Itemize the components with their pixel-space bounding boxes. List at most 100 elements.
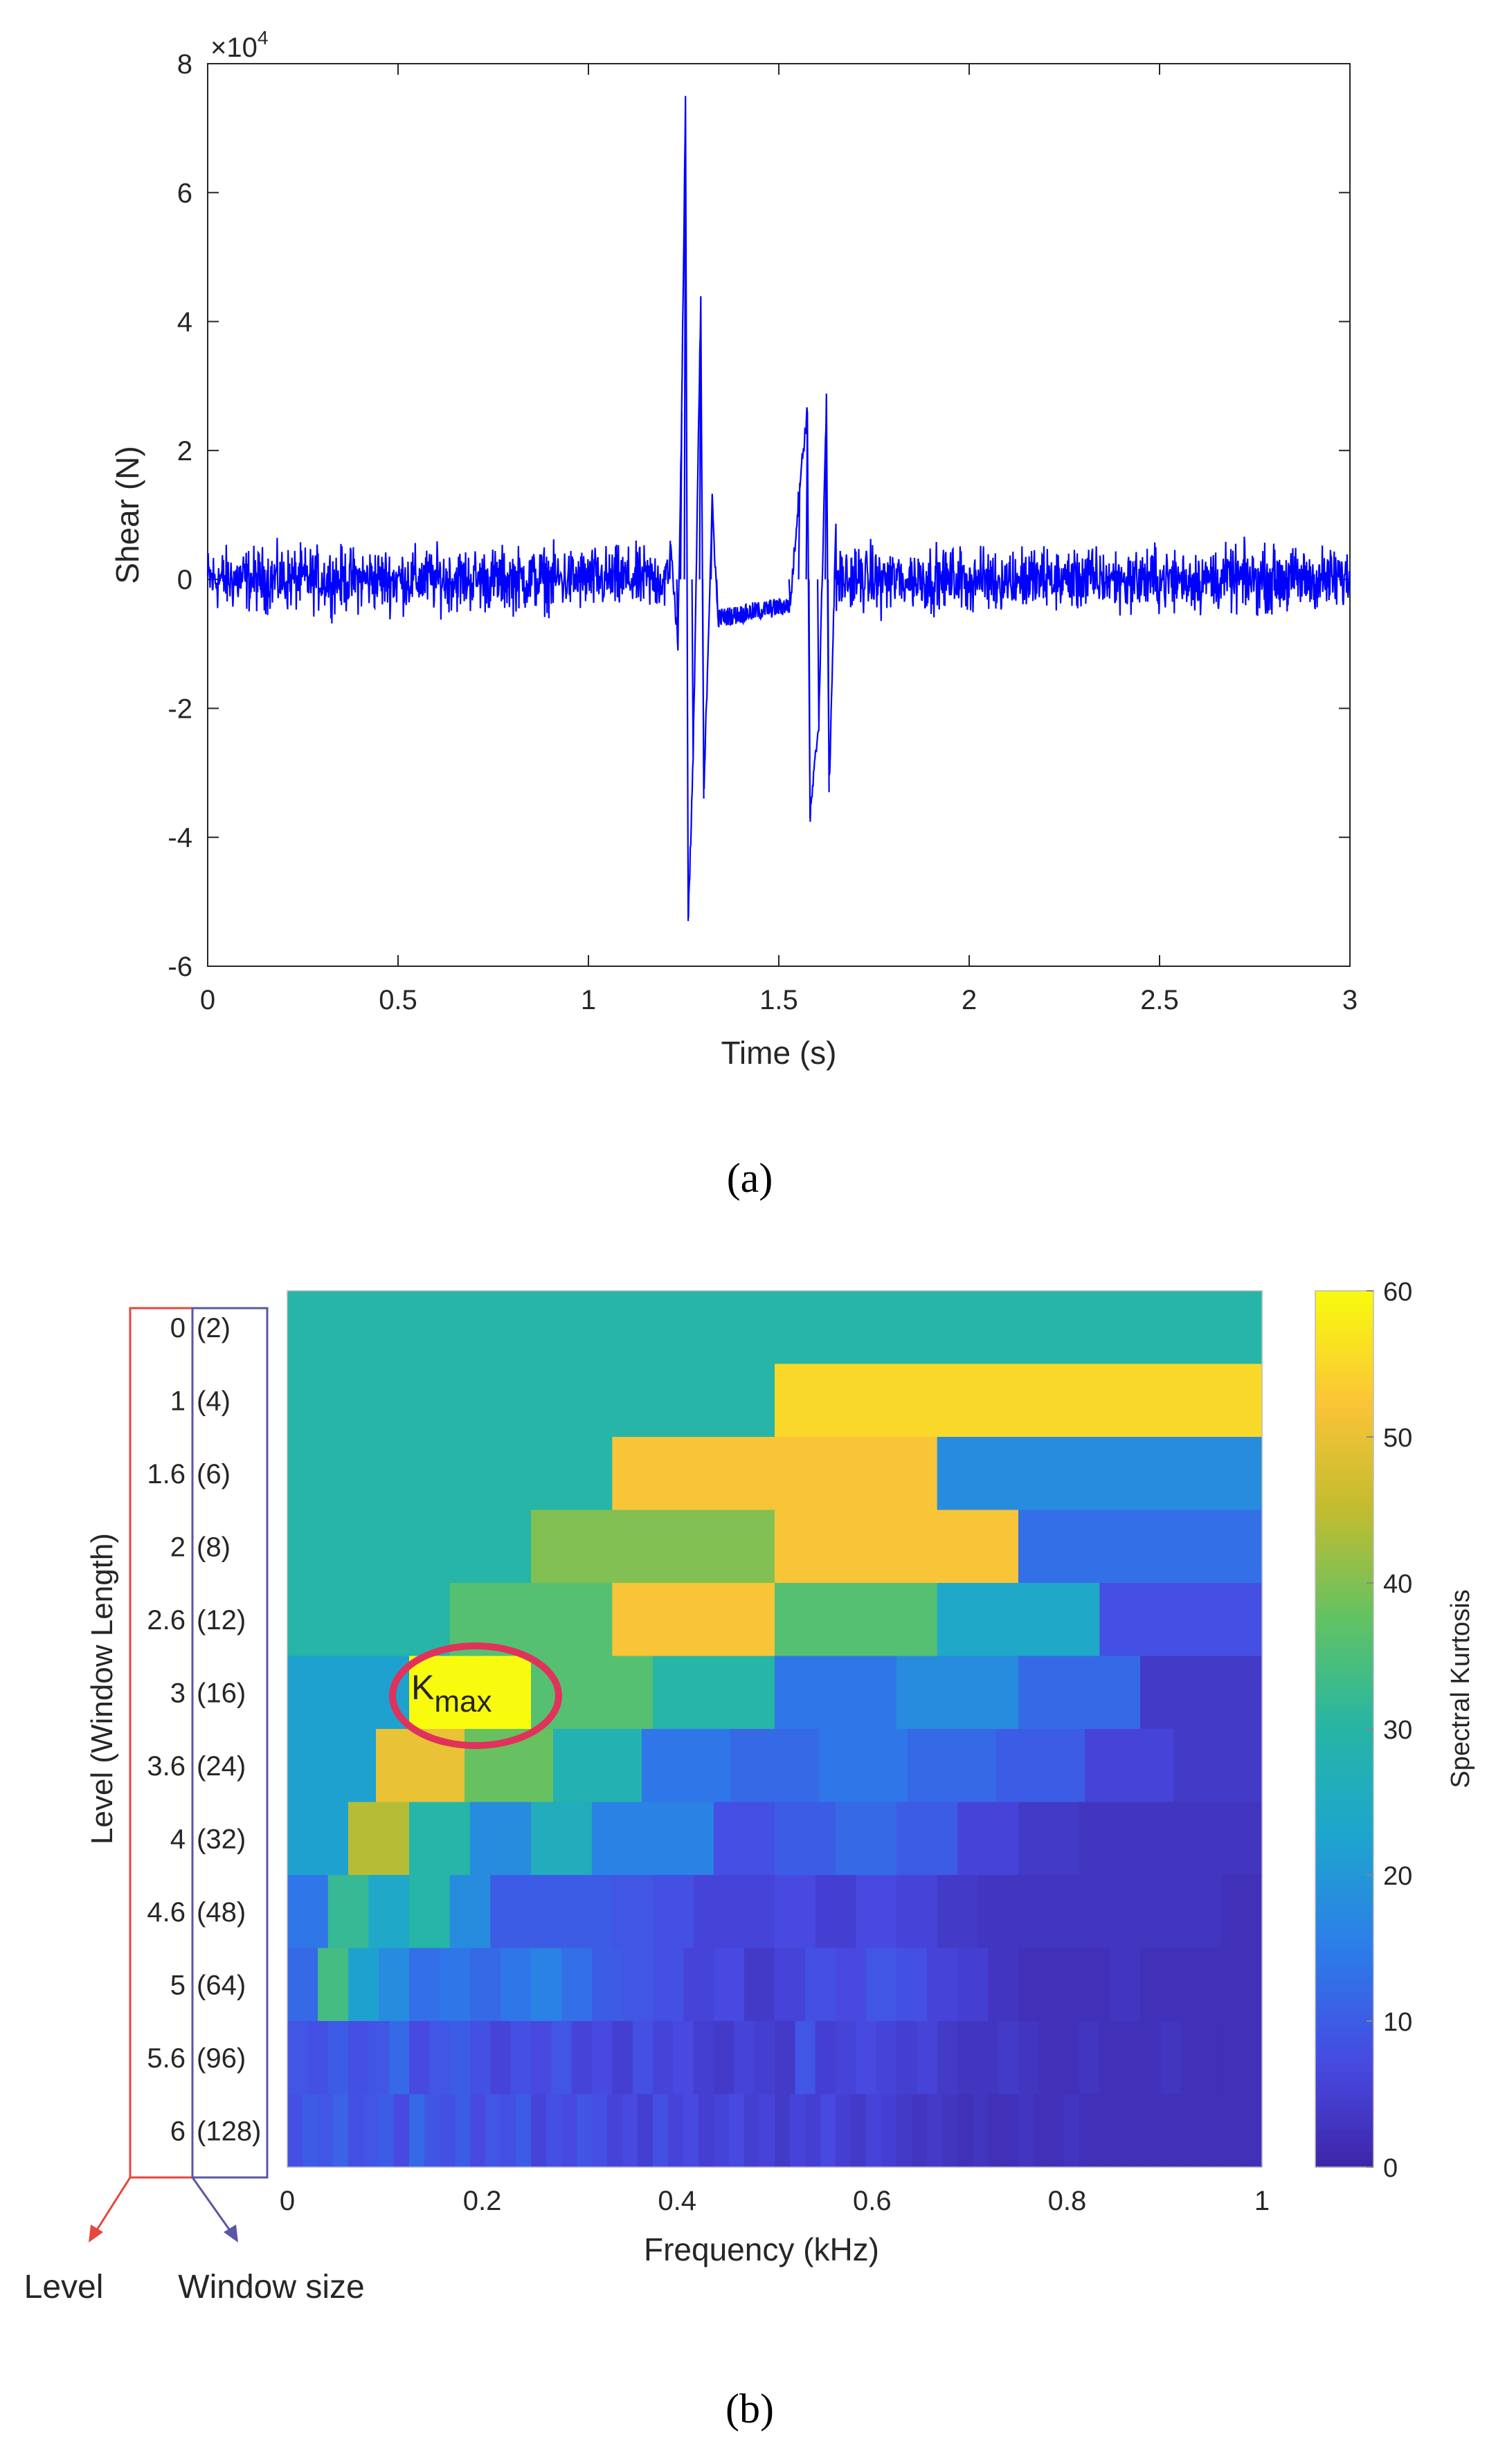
heatmap-cell — [612, 1437, 938, 1511]
heatmap-cell — [1232, 1948, 1263, 2022]
heatmap-cell — [1058, 1875, 1100, 1949]
colorbar-segment — [1315, 2006, 1373, 2015]
level-label: 3.6 — [147, 1751, 186, 1782]
heatmap-cell — [546, 2094, 562, 2168]
window-length-label: (16) — [197, 1678, 246, 1708]
heatmap-cell — [927, 1948, 958, 2022]
heatmap-cell — [379, 1948, 410, 2022]
colorbar-segment — [1315, 1977, 1373, 1986]
y-tick-label: 0 — [177, 565, 192, 595]
y-exponent-label: ×104 — [210, 27, 268, 63]
colorbar-tick-label: 60 — [1383, 1278, 1412, 1307]
heatmap-cell — [1038, 2021, 1060, 2095]
heatmap-cell — [1140, 2021, 1161, 2095]
heatmap-cell — [775, 1583, 938, 1657]
heatmap-cell — [571, 1875, 613, 1949]
heatmap-cell — [693, 1875, 735, 1949]
colorbar-segment — [1315, 1298, 1373, 1306]
heatmap-cell — [759, 2094, 775, 2168]
heatmap-cell — [653, 2021, 674, 2095]
heatmap-cell — [1110, 2094, 1126, 2168]
heatmap-cell — [531, 2094, 547, 2168]
heatmap-cell — [820, 2094, 836, 2168]
heatmap-cell — [592, 2094, 608, 2168]
colorbar-segment — [1315, 2108, 1373, 2117]
colorbar-segment — [1315, 1502, 1373, 1511]
heatmap-cell — [653, 2094, 669, 2168]
colorbar-segment — [1315, 2101, 1373, 2110]
heatmap-cell — [642, 1729, 731, 1803]
heatmap-cell — [775, 1510, 1019, 1584]
heatmap-cell — [561, 2094, 577, 2168]
level-label: 1.6 — [147, 1459, 186, 1489]
heatmap-cell — [1094, 2094, 1110, 2168]
heatmap-cell — [973, 2094, 989, 2168]
y-axis-label-b: Level (Window Length) — [85, 1533, 119, 1845]
colorbar-tick-label: 0 — [1383, 2154, 1398, 2183]
heatmap-cell — [348, 2021, 369, 2095]
colorbar-segment — [1315, 1933, 1373, 1941]
colorbar-segment — [1315, 1926, 1373, 1935]
heatmap-cell — [881, 2094, 897, 2168]
heatmap-cell — [485, 2094, 501, 2168]
heatmap-cell — [937, 1437, 1263, 1511]
heatmap-cell — [1173, 1729, 1263, 1803]
y-tick-label: 2 — [177, 436, 192, 466]
heatmap-cell — [348, 1948, 379, 2022]
heatmap-cell — [957, 2021, 978, 2095]
colorbar-segment — [1315, 1312, 1373, 1321]
heatmap-cell — [1180, 2021, 1202, 2095]
colorbar-segment — [1315, 1787, 1373, 1795]
heatmap-cell — [424, 2094, 440, 2168]
heatmap-cell — [795, 2021, 816, 2095]
colorbar-segment — [1315, 1291, 1373, 1299]
heatmap-cell — [592, 1802, 654, 1876]
heatmap-cell — [1079, 2094, 1095, 2168]
heatmap-cell — [714, 2021, 735, 2095]
heatmap-cell — [409, 2021, 430, 2095]
heatmap-cell — [957, 2094, 973, 2168]
level-arrow — [93, 2177, 132, 2235]
heatmap-cell — [805, 1948, 836, 2022]
heatmap-cell — [1049, 2094, 1065, 2168]
window-length-label: (128) — [197, 2116, 261, 2146]
heatmap-cell — [1110, 1948, 1141, 2022]
heatmap-cell — [729, 2094, 745, 2168]
colorbar-segment — [1315, 1904, 1373, 1912]
heatmap-cell — [287, 1948, 318, 2022]
heatmap-cell — [1018, 1875, 1060, 1949]
window-size-box — [191, 1307, 269, 2179]
heatmap-cell — [937, 1875, 978, 1949]
colorbar-tick-label: 10 — [1383, 2008, 1412, 2037]
colorbar-label: Spectral Kurtosis — [1446, 1589, 1475, 1788]
colorbar-segment — [1315, 1714, 1373, 1723]
colorbar-segment — [1315, 1532, 1373, 1540]
heatmap-cell — [734, 1875, 775, 1949]
heatmap-cell — [287, 1437, 613, 1511]
heatmap-cell — [1034, 2094, 1049, 2168]
colorbar-segment — [1315, 1334, 1373, 1343]
kmax-label: Kmax — [411, 1668, 492, 1719]
heatmap-cell — [531, 1948, 562, 2022]
y-tick-label: -2 — [168, 694, 192, 724]
heatmap-cell — [819, 1729, 908, 1803]
heatmap-cell — [683, 2094, 699, 2168]
colorbar-segment — [1315, 1633, 1373, 1642]
heatmap-cell — [327, 1875, 369, 1949]
heatmap-cell — [1099, 2021, 1121, 2095]
colorbar-segment — [1315, 1444, 1373, 1452]
colorbar-segment — [1315, 1721, 1373, 1730]
window-length-label: (8) — [197, 1532, 231, 1562]
colorbar-segment — [1315, 1794, 1373, 1803]
heatmap-cell — [836, 1802, 897, 1876]
heatmap-cell — [1099, 1875, 1141, 1949]
heatmap-cell — [977, 1875, 1019, 1949]
colorbar-segment — [1315, 1466, 1373, 1474]
heatmap-cell — [409, 1802, 471, 1876]
colorbar-segment — [1315, 1400, 1373, 1408]
heatmap-cell — [836, 1948, 867, 2022]
heatmap-cell — [856, 1875, 897, 1949]
colorbar-segment — [1315, 1480, 1373, 1489]
window-size-arrow — [191, 2177, 234, 2235]
y-tick-label: 4 — [177, 307, 192, 338]
